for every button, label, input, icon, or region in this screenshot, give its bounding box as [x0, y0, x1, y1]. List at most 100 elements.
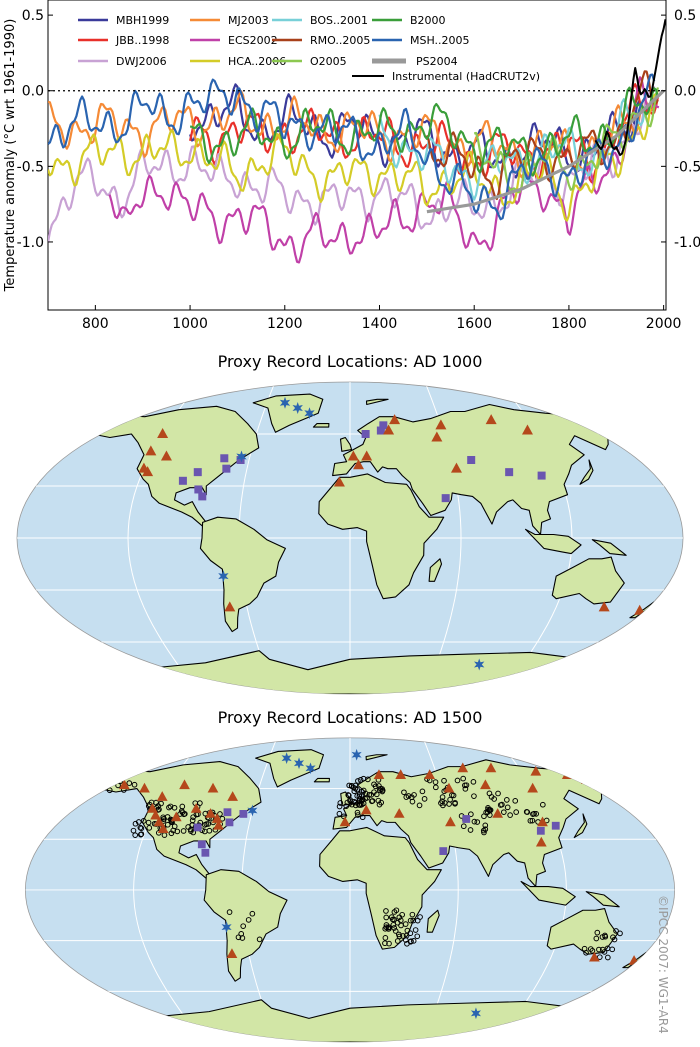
proxy-square — [379, 421, 388, 430]
proxy-circle — [205, 821, 211, 827]
proxy-circle — [226, 909, 233, 915]
proxy-triangle — [207, 782, 219, 793]
land-greenland — [255, 749, 325, 788]
proxy-triangle — [383, 424, 395, 435]
proxy-circle — [379, 786, 385, 792]
land-svalbard — [365, 398, 389, 406]
land-svalbard — [365, 754, 388, 761]
proxy-circle — [354, 786, 360, 793]
proxy-circle — [360, 787, 367, 794]
proxy-square — [198, 492, 207, 501]
x-tick-label: 800 — [82, 316, 109, 332]
land-north-america — [91, 405, 260, 527]
proxy-triangle — [521, 424, 533, 435]
land-iceland — [312, 423, 330, 428]
proxy-circle — [408, 794, 415, 801]
proxy-triangle — [589, 951, 600, 962]
proxy-star — [279, 396, 291, 409]
proxy-circle — [403, 794, 410, 800]
proxy-square — [537, 471, 546, 480]
proxy-circle — [396, 914, 403, 921]
proxy-triangle — [485, 414, 497, 425]
proxy-triangle — [435, 419, 447, 430]
proxy-triangle — [431, 431, 443, 442]
proxy-map-ad1500 — [10, 733, 690, 1043]
proxy-circle — [596, 954, 603, 960]
proxy-triangle — [580, 774, 592, 785]
proxy-circle — [245, 917, 252, 923]
land-new-guinea — [591, 539, 627, 556]
proxy-circle — [500, 809, 507, 816]
proxy-square — [505, 468, 514, 477]
proxy-circle — [531, 810, 537, 817]
proxy-circle — [470, 778, 477, 785]
proxy-circle — [174, 828, 181, 835]
proxy-circle — [400, 933, 406, 939]
proxy-circle — [131, 781, 138, 788]
proxy-triangle — [224, 601, 236, 612]
proxy-circle — [382, 940, 388, 947]
proxy-star — [470, 1007, 482, 1020]
proxy-triangle — [450, 462, 462, 473]
x-tick-label: 1600 — [456, 316, 492, 332]
proxy-circle — [454, 777, 461, 784]
proxy-circle — [356, 793, 363, 800]
proxy-circle — [394, 919, 401, 926]
proxy-circle — [390, 922, 397, 928]
proxy-star — [292, 402, 303, 414]
proxy-triangle — [142, 466, 154, 477]
proxy-circle — [391, 916, 397, 923]
proxy-triangle — [480, 779, 491, 790]
proxy-triangle — [535, 836, 547, 847]
chart-canvas: 800 1000 1200 1400 1600 1800 2000 0.5 0.0 -0.5 -1.… — [3, 0, 700, 332]
proxy-triangle — [395, 769, 407, 779]
proxy-circle — [138, 825, 145, 832]
proxy-triangle — [530, 765, 542, 776]
y-tick-label-left: 0.5 — [22, 8, 44, 24]
proxy-circle — [355, 778, 361, 784]
proxy-circle — [354, 809, 361, 816]
proxy-circle — [596, 946, 602, 953]
proxy-triangle — [393, 808, 405, 818]
land-new-guinea — [585, 891, 620, 908]
proxy-circle — [404, 940, 410, 947]
proxy-circle — [441, 777, 447, 784]
proxy-circle — [355, 812, 361, 818]
land-indonesia — [520, 880, 576, 906]
proxy-circle — [460, 775, 467, 782]
proxy-circle — [188, 828, 194, 834]
proxy-triangle — [443, 782, 455, 793]
proxy-circle — [613, 928, 619, 934]
proxy-triangle — [527, 782, 539, 793]
proxy-square — [467, 456, 476, 464]
proxy-circle — [238, 931, 245, 937]
land-japan — [579, 459, 594, 485]
proxy-triangle — [389, 414, 401, 425]
proxy-triangle — [457, 762, 469, 773]
series-line — [108, 76, 660, 264]
legend-label: DWJ2006 — [116, 55, 167, 68]
proxy-circle — [540, 801, 546, 808]
proxy-circle — [512, 797, 519, 804]
proxy-triangle — [213, 819, 224, 830]
proxy-triangle — [485, 762, 497, 773]
series-line — [425, 70, 659, 200]
legend-label: MJ2003 — [228, 14, 269, 27]
proxy-circle — [452, 800, 458, 807]
proxy-circle — [217, 811, 223, 817]
proxy-square — [197, 840, 206, 849]
proxy-square — [439, 847, 448, 855]
proxy-circle — [348, 783, 355, 790]
proxy-circle — [365, 776, 371, 783]
proxy-square — [361, 430, 370, 438]
proxy-circle — [471, 793, 477, 799]
proxy-triangle — [150, 809, 161, 820]
proxy-star — [305, 762, 316, 775]
proxy-circle — [106, 787, 113, 794]
proxy-circle — [132, 832, 139, 838]
land-south-america — [199, 516, 286, 633]
proxy-circle — [189, 817, 196, 824]
legend-label: RMO..2005 — [310, 34, 370, 47]
proxy-square — [376, 426, 385, 435]
proxy-circle — [507, 812, 513, 818]
